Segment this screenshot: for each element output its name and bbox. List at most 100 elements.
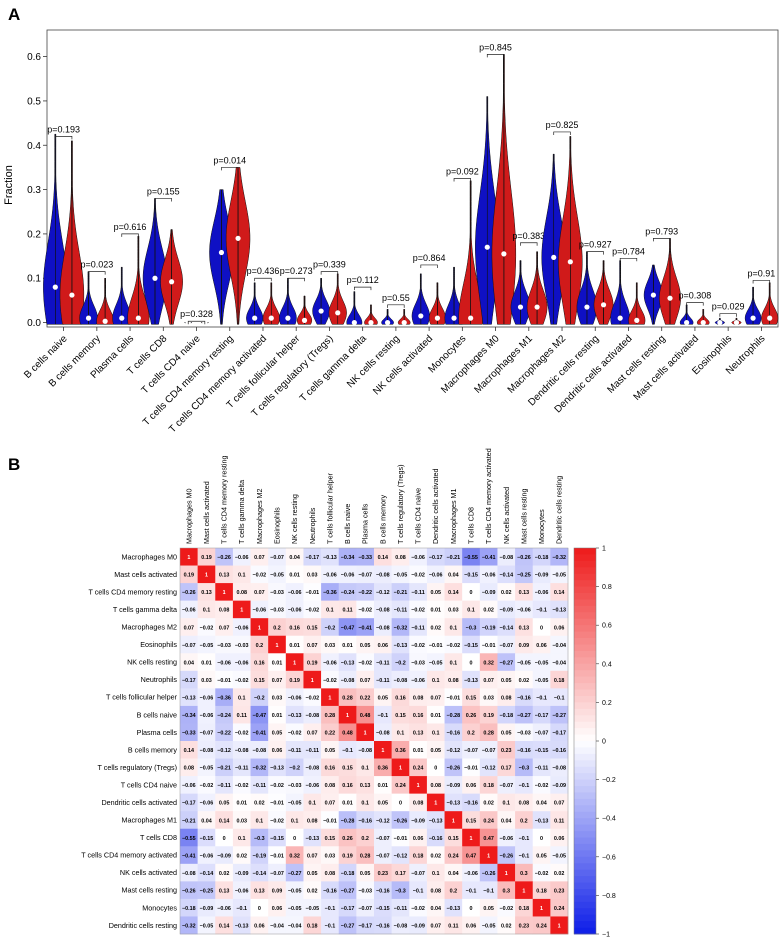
p-value-bracket: [187, 320, 206, 325]
heatmap-cell: [374, 741, 392, 759]
heatmap-value: −0.32: [253, 766, 267, 772]
heatmap-cell: [444, 723, 463, 742]
heatmap-cell: [180, 811, 198, 830]
heatmap-value: −0.18: [535, 555, 549, 561]
heatmap-value: −0.15: [270, 836, 284, 842]
heatmap-value: 0: [293, 836, 296, 842]
heatmap-cell: [232, 828, 251, 847]
heatmap-cell: [409, 741, 428, 759]
heatmap-value: 0.28: [483, 731, 494, 737]
heatmap-cell: [532, 723, 551, 742]
heatmap-value: 0.1: [467, 608, 475, 614]
heatmap-column-label: NK cells resting: [290, 494, 299, 544]
heatmap-cell: [268, 583, 287, 601]
heatmap-value: 0.2: [467, 731, 475, 737]
heatmap-value: 1: [276, 643, 279, 649]
heatmap-value: 0.05: [501, 731, 512, 737]
heatmap-value: −0.2: [325, 625, 336, 631]
heatmap-value: 0.11: [554, 818, 564, 824]
heatmap-value: 0.1: [238, 573, 246, 579]
heatmap-value: −0.11: [253, 783, 266, 789]
heatmap-cell: [356, 723, 375, 742]
heatmap-cell: [550, 723, 569, 742]
colorbar-segment: [574, 708, 596, 716]
heatmap-cell: [250, 811, 269, 830]
heatmap-row-label: Mast cells activated: [114, 570, 177, 579]
heatmap-value: 0.07: [430, 924, 441, 930]
heatmap-cell: [391, 583, 410, 601]
heatmap-cell: [180, 776, 198, 794]
heatmap-value: 0.08: [325, 871, 336, 877]
heatmap-cell: [515, 688, 534, 707]
heatmap-value: −0.06: [217, 660, 231, 666]
p-value-label: p=0.436: [247, 266, 280, 276]
p-value-label: p=0.55: [382, 293, 410, 303]
heatmap-value: 0.06: [272, 906, 283, 912]
heatmap-column-label: Mast cells activated: [202, 481, 211, 544]
heatmap-value: 0.2: [450, 888, 458, 894]
heatmap-cell: [497, 828, 516, 847]
p-value-label: p=0.273: [280, 266, 313, 276]
heatmap-cell: [444, 565, 463, 584]
heatmap-value: 0.26: [466, 713, 477, 719]
heatmap-cell: [550, 688, 569, 707]
heatmap-value: 0.09: [519, 643, 530, 649]
heatmap-value: −0.05: [517, 660, 531, 666]
heatmap-cell: [250, 828, 269, 847]
heatmap-value: −0.26: [394, 818, 408, 824]
y-tick-label: 0.5: [27, 96, 41, 107]
heatmap-cell: [550, 898, 569, 917]
heatmap-cell: [532, 741, 551, 759]
colorbar-segment: [574, 786, 596, 793]
heatmap-cell: [215, 670, 234, 689]
heatmap-cell: [285, 705, 304, 724]
heatmap-cell: [391, 916, 410, 935]
heatmap-value: −0.11: [376, 678, 389, 684]
heatmap-cell: [444, 583, 463, 601]
heatmap-cell: [250, 898, 269, 917]
heatmap-cell: [356, 618, 375, 637]
heatmap-cell: [550, 565, 569, 584]
heatmap-value: 0.16: [413, 713, 424, 719]
heatmap-cell: [409, 618, 428, 637]
heatmap-value: −0.1: [483, 888, 494, 894]
heatmap-value: 0.18: [483, 783, 494, 789]
violin-median-point: [451, 315, 457, 321]
heatmap-cell: [426, 811, 445, 830]
heatmap-cell: [232, 811, 251, 830]
colorbar-segment: [574, 908, 596, 916]
heatmap-cell: [356, 758, 375, 777]
heatmap-value: 0.02: [430, 853, 441, 859]
heatmap-value: 0.03: [483, 695, 494, 701]
heatmap-value: −0.36: [323, 590, 337, 596]
heatmap-value: 0.14: [219, 818, 230, 824]
heatmap-cell: [268, 828, 287, 847]
heatmap-cell: [215, 600, 234, 619]
heatmap-cell: [462, 653, 481, 672]
heatmap-value: −0.13: [270, 766, 284, 772]
heatmap-cell: [268, 758, 287, 777]
heatmap-value: −0.26: [499, 853, 513, 859]
heatmap-cell: [338, 705, 357, 724]
heatmap-value: 0.24: [413, 766, 424, 772]
heatmap-cell: [268, 811, 287, 830]
heatmap-cell: [426, 881, 445, 900]
heatmap-cell: [303, 898, 322, 917]
heatmap-value: 1: [381, 748, 384, 754]
heatmap-cell: [321, 600, 340, 619]
heatmap-cell: [180, 688, 198, 707]
heatmap-value: 0.17: [501, 766, 512, 772]
heatmap-cell: [532, 583, 551, 601]
colorbar-tick-label: −0.2: [602, 777, 616, 784]
heatmap-cell: [462, 670, 481, 689]
heatmap-value: 1: [417, 783, 420, 789]
heatmap-cell: [462, 600, 481, 619]
heatmap-cell: [180, 758, 198, 777]
heatmap-value: −0.09: [552, 783, 566, 789]
heatmap-value: 0.24: [536, 924, 547, 930]
heatmap-value: −0.02: [305, 608, 319, 614]
heatmap-cell: [338, 811, 357, 830]
heatmap-value: −0.13: [535, 818, 549, 824]
colorbar-segment: [574, 914, 596, 922]
heatmap-value: −0.11: [288, 748, 301, 754]
